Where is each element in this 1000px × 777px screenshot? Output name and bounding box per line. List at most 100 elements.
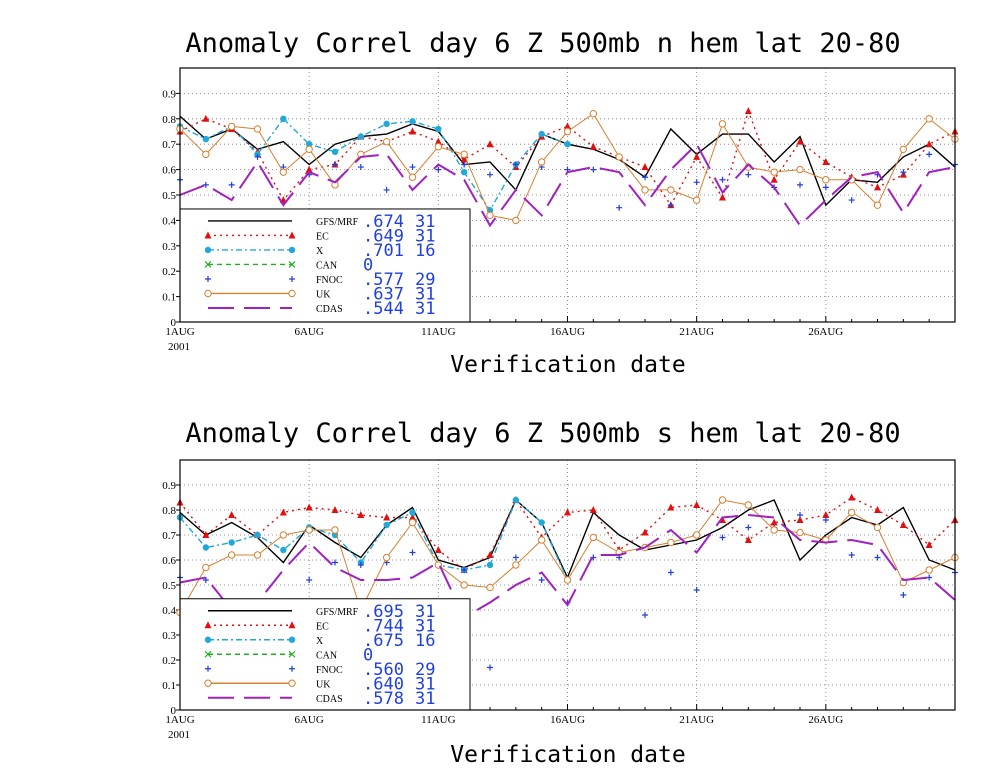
data-point <box>822 517 829 523</box>
data-point <box>564 141 571 148</box>
data-point <box>204 261 212 268</box>
data-point <box>434 546 442 553</box>
y-tick-label: 0.7 <box>162 139 176 151</box>
data-point <box>383 513 391 521</box>
plot-frame <box>179 67 956 323</box>
data-point <box>383 186 390 193</box>
y-tick-label: 0.9 <box>162 88 176 100</box>
data-point <box>538 130 545 138</box>
data-point <box>873 201 882 209</box>
legend-label: FNOC <box>316 275 343 286</box>
data-point <box>925 541 933 548</box>
data-point <box>204 679 212 687</box>
data-point <box>460 168 468 176</box>
data-point <box>486 211 494 220</box>
y-tick-label: 0.1 <box>162 292 176 304</box>
legend-score: .675 <box>363 631 404 651</box>
legend-score: 0 <box>363 645 373 665</box>
data-point <box>202 114 210 122</box>
data-point <box>693 179 700 186</box>
data-point <box>409 513 416 521</box>
data-point <box>408 173 417 181</box>
data-point <box>641 163 649 171</box>
data-point <box>512 161 519 168</box>
data-point <box>204 650 212 658</box>
data-point <box>796 137 804 145</box>
legend-label: CDAS <box>316 304 343 315</box>
data-point <box>409 509 416 516</box>
data-point <box>874 183 881 191</box>
data-point <box>288 289 296 298</box>
y-tick-label: 0.4 <box>162 605 176 617</box>
data-point <box>202 531 210 538</box>
data-point <box>288 246 296 254</box>
legend-label: CAN <box>316 650 337 661</box>
series-uk <box>176 496 959 617</box>
data-point <box>537 158 546 166</box>
x-tick-label: 11AUG <box>421 326 455 338</box>
legend-label: CDAS <box>316 694 343 705</box>
data-point <box>797 181 803 188</box>
x-tick-label: 16AUG <box>550 714 585 726</box>
data-point <box>460 581 468 589</box>
x-tick-label: 16AUG <box>550 326 585 338</box>
series-line <box>179 513 956 619</box>
x-tick-label: 21AUG <box>679 326 714 338</box>
legend-count: 31 <box>415 616 435 636</box>
data-point <box>900 592 907 598</box>
data-point <box>719 534 726 541</box>
data-point <box>848 493 856 501</box>
data-point <box>642 612 648 618</box>
x-axis-label: Verification date <box>450 352 685 378</box>
legend-score: .578 <box>363 689 404 709</box>
legend-score: .544 <box>363 299 404 319</box>
x-tick-label: 6AUG <box>294 326 323 338</box>
legend-count: 31 <box>415 226 435 246</box>
data-point <box>279 168 288 176</box>
series-line <box>179 498 569 581</box>
data-point <box>899 521 907 528</box>
chart-title: Anomaly Correl day 6 Z 500mb s hem lat 2… <box>185 418 900 449</box>
y-tick-label: 0.3 <box>162 241 176 253</box>
legend-count: 29 <box>415 660 435 680</box>
legend-label: EC <box>316 231 329 242</box>
data-point <box>667 186 675 194</box>
data-point <box>847 508 856 517</box>
data-point <box>305 503 313 511</box>
data-point <box>744 107 752 115</box>
data-point <box>822 511 830 518</box>
chart-panel-1: Anomaly Correl day 6 Z 500mb n hem lat 2… <box>162 28 959 378</box>
data-point <box>288 679 296 687</box>
data-point <box>564 508 571 516</box>
series-line <box>179 117 568 212</box>
y-tick-label: 0.6 <box>162 165 176 177</box>
data-point <box>332 161 338 168</box>
data-point <box>305 165 313 173</box>
data-point <box>305 141 313 148</box>
data-point <box>228 181 235 188</box>
data-point <box>745 524 752 531</box>
data-point <box>288 621 296 629</box>
legend-count: 16 <box>415 631 435 651</box>
data-point <box>288 261 296 268</box>
legend-label: UK <box>316 679 331 690</box>
data-point <box>331 526 339 534</box>
data-point <box>204 636 212 643</box>
data-point <box>202 544 210 551</box>
data-point <box>692 196 701 204</box>
data-point <box>202 150 210 159</box>
legend-score: .744 <box>363 616 404 636</box>
data-point <box>434 143 443 151</box>
data-point <box>641 186 649 194</box>
data-point <box>253 125 262 133</box>
y-tick-label: 0 <box>171 317 177 329</box>
data-point <box>288 636 296 643</box>
y-tick-label: 0.5 <box>162 190 176 202</box>
data-point <box>925 115 933 123</box>
data-point <box>718 120 727 128</box>
legend-count: 31 <box>415 674 435 694</box>
data-point <box>435 125 442 133</box>
data-point <box>487 664 493 671</box>
data-point <box>874 554 881 561</box>
data-point <box>538 519 545 526</box>
